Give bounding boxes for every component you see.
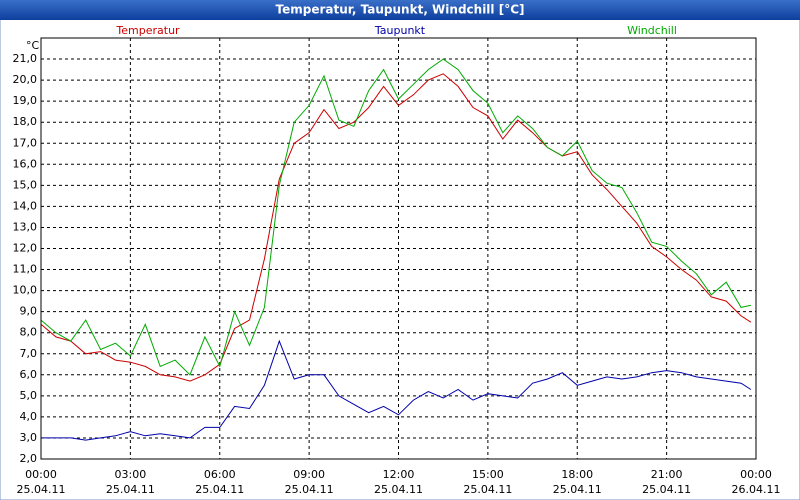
legend-entry: Taupunkt [374, 24, 426, 37]
x-tick-date: 25.04.11 [642, 483, 691, 496]
x-tick-label: 00:00 [25, 468, 57, 481]
y-tick-label: 3,0 [20, 431, 38, 444]
x-tick-label: 03:00 [115, 468, 147, 481]
y-tick-label: 11,0 [13, 263, 38, 276]
x-tick-date: 25.04.11 [374, 483, 423, 496]
x-tick-date: 25.04.11 [195, 483, 244, 496]
series-line [41, 339, 752, 441]
x-tick-label: 12:00 [383, 468, 415, 481]
y-tick-label: 12,0 [13, 242, 38, 255]
y-tick-label: 7,0 [20, 347, 38, 360]
y-axis-label: °C [26, 39, 40, 52]
legend-entry: Temperatur [115, 24, 180, 37]
x-tick-label: 15:00 [472, 468, 504, 481]
x-tick-date: 26.04.11 [732, 483, 781, 496]
x-tick-label: 21:00 [651, 468, 683, 481]
y-tick-label: 10,0 [13, 284, 38, 297]
x-tick-date: 25.04.11 [17, 483, 66, 496]
x-tick-date: 25.04.11 [463, 483, 512, 496]
x-tick-date: 25.04.11 [106, 483, 155, 496]
x-tick-date: 25.04.11 [285, 483, 334, 496]
y-tick-label: 19,0 [13, 94, 38, 107]
y-tick-label: 16,0 [13, 157, 38, 170]
y-tick-label: 2,0 [20, 452, 38, 465]
x-tick-label: 18:00 [561, 468, 593, 481]
y-tick-label: 4,0 [20, 410, 38, 423]
x-tick-label: 00:00 [740, 468, 772, 481]
x-tick-date: 25.04.11 [553, 483, 602, 496]
y-tick-label: 21,0 [13, 52, 38, 65]
x-tick-label: 09:00 [293, 468, 325, 481]
legend-entry: Windchill [627, 24, 677, 37]
y-tick-label: 13,0 [13, 220, 38, 233]
series-line [40, 73, 752, 382]
y-tick-label: 8,0 [20, 326, 38, 339]
y-tick-label: 20,0 [13, 73, 38, 86]
y-tick-label: 9,0 [20, 305, 38, 318]
x-tick-label: 06:00 [204, 468, 236, 481]
series-line [40, 58, 752, 376]
y-tick-label: 15,0 [13, 178, 38, 191]
y-tick-label: 17,0 [13, 136, 38, 149]
y-tick-label: 18,0 [13, 115, 38, 128]
y-tick-label: 14,0 [13, 199, 38, 212]
title-bar [0, 0, 800, 20]
y-tick-label: 6,0 [20, 368, 38, 381]
chart-title: Temperatur, Taupunkt, Windchill [°C] [276, 3, 525, 17]
plot-frame [40, 37, 757, 460]
y-tick-label: 5,0 [20, 389, 38, 402]
